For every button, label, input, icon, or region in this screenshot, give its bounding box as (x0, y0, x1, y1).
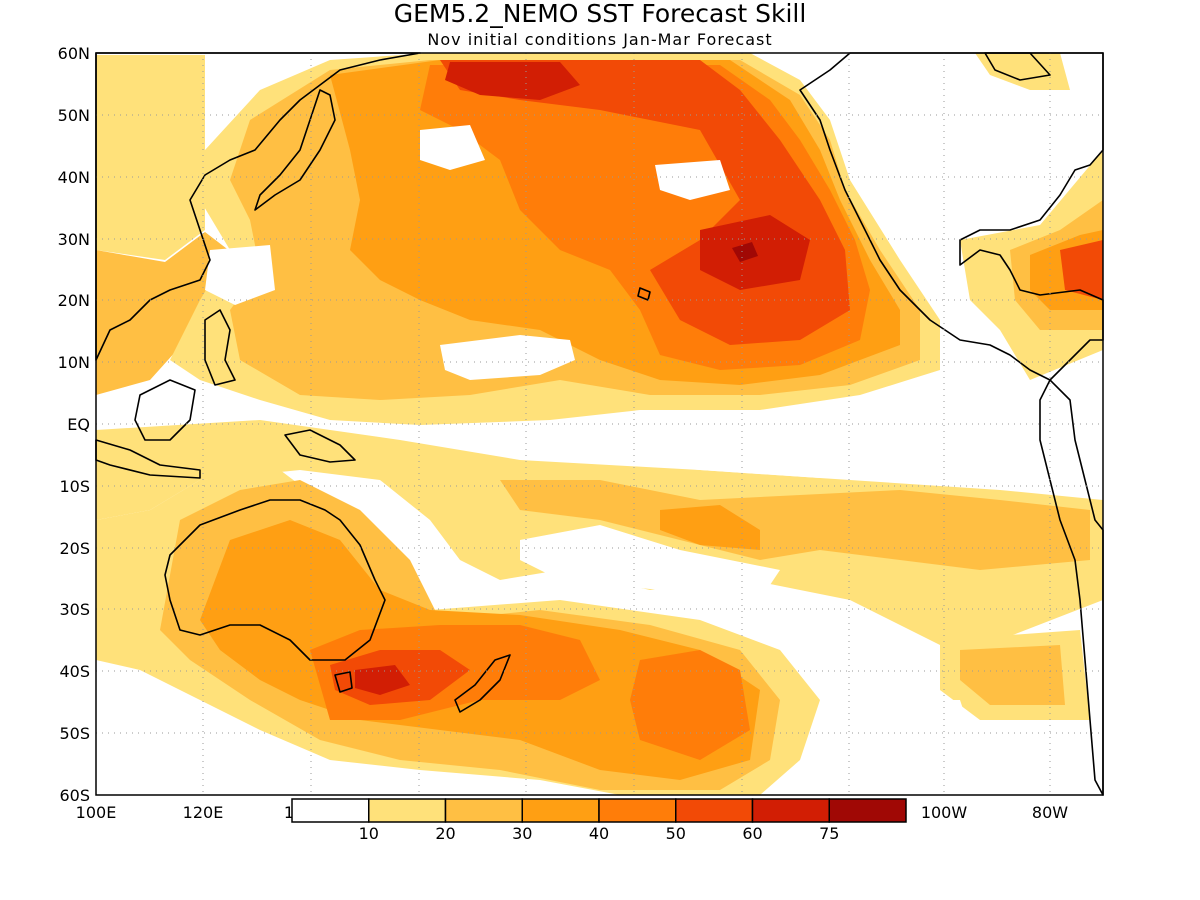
colorbar-label: 20 (435, 824, 455, 843)
map-subtitle: Nov initial conditions Jan-Mar Forecast (427, 30, 772, 49)
land-tasmania (334, 671, 353, 693)
lon-label: 120E (183, 803, 224, 822)
land-asia (95, 52, 421, 361)
skill-region-west-pacific (96, 55, 205, 260)
lat-label: 20S (59, 539, 90, 558)
colorbar-label: 30 (512, 824, 532, 843)
low-skill-equatorial-north (440, 335, 575, 380)
land-java (95, 439, 201, 479)
land-new-guinea (284, 429, 356, 463)
lat-label: EQ (67, 415, 90, 434)
colorbar-label: 10 (359, 824, 379, 843)
lat-label: 10N (58, 353, 90, 372)
lat-label: 50S (59, 724, 90, 743)
lat-label: 40S (59, 662, 90, 681)
low-skill-equatorial-east (560, 410, 1030, 480)
colorbar-swatch (598, 798, 677, 823)
land-borneo (134, 379, 196, 441)
plot-frame (95, 52, 1104, 796)
lat-label: 60S (59, 786, 90, 805)
lat-label: 50N (58, 106, 90, 125)
low-skill-southern-ocean-west (96, 690, 270, 795)
land-philippines (204, 309, 236, 386)
lat-label: 40N (58, 168, 90, 187)
colorbar-swatch (828, 798, 907, 823)
map-title: GEM5.2_NEMO SST Forecast Skill (394, 0, 807, 28)
colorbar-swatch (675, 798, 754, 823)
skill-region-bahamas (1060, 240, 1103, 300)
colorbar-swatch (751, 798, 830, 823)
graticule (96, 53, 1103, 795)
lon-label: 100W (921, 803, 968, 822)
colorbar-swatch (291, 798, 370, 823)
latitude-labels: 60N 50N 40N 30N 20N 10N EQ 10S 20S 30S 4… (58, 44, 90, 805)
colorbar-label: 75 (819, 824, 839, 843)
lat-label: 20N (58, 291, 90, 310)
skill-region-peak (732, 242, 758, 262)
colorbar-swatch (368, 798, 447, 823)
low-skill-kuroshio-spot (420, 125, 485, 170)
colorbar-swatch (521, 798, 600, 823)
skill-region-tasmania-west (355, 665, 410, 695)
skill-region-indonesia-north (96, 232, 235, 395)
land-australia (164, 499, 386, 661)
skill-region-bering-south (445, 62, 580, 100)
skill-region-north-atlantic (975, 53, 1070, 90)
land-new-zealand (454, 654, 511, 713)
colorbar-label: 50 (666, 824, 686, 843)
land-masses (95, 52, 1104, 796)
land-south-america (1039, 379, 1104, 796)
land-japan (254, 89, 336, 211)
skill-shading (96, 53, 1103, 795)
skill-region-chile-offshore (960, 645, 1065, 705)
low-skill-north-pacific-spot (655, 160, 730, 200)
land-north-america (799, 52, 1104, 381)
skill-region-central-south (660, 505, 760, 550)
lat-label: 30N (58, 230, 90, 249)
colorbar-label: 60 (742, 824, 762, 843)
lat-label: 10S (59, 477, 90, 496)
low-skill-southern-ocean-east (820, 700, 980, 795)
lon-label: 100E (76, 803, 117, 822)
lon-label-partial: 1 (284, 803, 294, 822)
lat-label: 30S (59, 600, 90, 619)
plot-area (95, 52, 1104, 796)
lat-label: 60N (58, 44, 90, 63)
lon-label: 80W (1032, 803, 1068, 822)
colorbar: 10 20 30 40 50 60 75 (291, 798, 907, 843)
colorbar-label: 40 (589, 824, 609, 843)
low-skill-south-china-sea (205, 245, 275, 305)
longitude-labels: 100E 120E 1 100W 80W (76, 803, 1069, 822)
colorbar-swatch (444, 798, 523, 823)
low-skill-south-central (520, 525, 780, 600)
